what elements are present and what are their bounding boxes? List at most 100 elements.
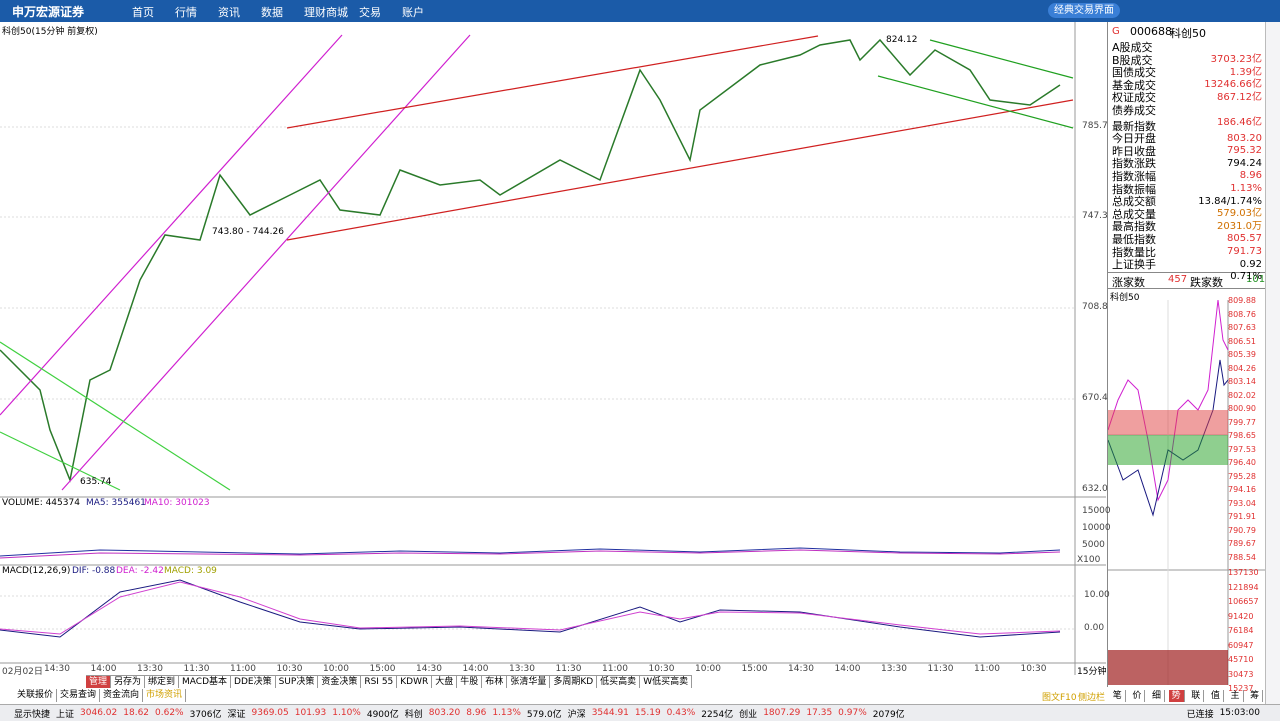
menu-item[interactable]: 资讯: [218, 6, 240, 19]
mini-price-label: 790.79: [1228, 525, 1256, 535]
mini-price-label: 788.54: [1228, 552, 1256, 562]
bottom-tab[interactable]: 市场资讯: [143, 689, 187, 702]
price-axis-label: 708.8: [1082, 302, 1108, 312]
quote-value: 794.24: [1227, 157, 1262, 169]
menu-item[interactable]: 首页: [132, 6, 154, 19]
panel-link[interactable]: 侧边栏: [1078, 693, 1106, 703]
quote-label: 指数涨跌: [1112, 157, 1156, 171]
kline-chart: [0, 22, 1106, 675]
status-item: 1807.29: [763, 708, 801, 718]
indicator-tab[interactable]: 布林: [482, 676, 508, 688]
indicator-tab[interactable]: RSI 55: [361, 676, 398, 688]
mini-tab[interactable]: 联: [1188, 690, 1205, 702]
time-axis-label: 02月02日: [2, 667, 43, 677]
mini-tab[interactable]: 笔: [1110, 690, 1126, 702]
mini-tab[interactable]: 主: [1228, 690, 1244, 702]
indicator-tab[interactable]: SUP决策: [276, 676, 319, 688]
bottom-tab[interactable]: 关联报价: [14, 689, 58, 702]
indicator-tab[interactable]: KDWR: [397, 676, 433, 688]
mini-price-label: 800.90: [1228, 404, 1256, 413]
connection: 已连接: [1186, 709, 1214, 720]
mini-tab[interactable]: 值: [1208, 690, 1224, 702]
quote-row: B股成交 1.39亿: [1112, 54, 1262, 78]
time-axis-label: 14:00: [834, 664, 861, 674]
quote-value: 805.57: [1227, 233, 1262, 245]
quote-value: 803.20: [1227, 132, 1262, 144]
menu-item[interactable]: 数据: [261, 6, 283, 19]
quote-row: 指数量比 0.92: [1112, 245, 1262, 270]
mini-price-label: 809.88: [1228, 296, 1256, 305]
time-axis-label: 10:00: [695, 664, 721, 674]
time-axis-label: 14:30: [416, 664, 442, 674]
status-item: 科创: [404, 709, 423, 720]
quote-label: 昨日收盘: [1112, 144, 1156, 158]
mini-volume-label: 91420: [1228, 611, 1254, 621]
status-item: 8.96: [466, 708, 487, 718]
indicator-tab[interactable]: 绑定到: [145, 676, 180, 688]
time-axis-label: 11:00: [230, 664, 256, 674]
indicator-tab[interactable]: DDE决策: [231, 676, 276, 688]
quote-row: 权证成交: [1112, 92, 1262, 104]
quote-row: 上证换手 0.71%: [1112, 259, 1262, 283]
mini-volume-label: 106657: [1228, 597, 1259, 606]
menu-item[interactable]: 交易: [359, 6, 381, 19]
clock: 15:03:00: [1219, 708, 1260, 718]
up-count: 457: [1168, 274, 1188, 285]
side-toolbar[interactable]: [1265, 22, 1280, 704]
indicator-tab[interactable]: MACD基本: [179, 676, 232, 688]
indicator-tab[interactable]: 低买高卖: [597, 676, 641, 688]
indicator-tab[interactable]: 多周期KD: [550, 676, 598, 688]
quote-label: A股成交: [1112, 41, 1153, 54]
indicator-tab[interactable]: 大盘: [432, 676, 458, 688]
indicator-tab[interactable]: 管理: [86, 676, 112, 688]
quote-value: 3703.23亿: [1210, 54, 1262, 65]
macd-value: MACD: 3.09: [164, 566, 217, 576]
indicator-tab[interactable]: W低买高卖: [640, 676, 693, 688]
quote-row: A股成交 3703.23亿: [1112, 41, 1262, 66]
quote-name: 科创50: [1170, 27, 1206, 40]
mini-volume-label: 121894: [1228, 582, 1259, 592]
mini-tab[interactable]: 势: [1168, 690, 1185, 702]
status-item: 101.93: [294, 708, 327, 718]
indicator-tab[interactable]: 张清华量: [507, 676, 551, 688]
quote-row: 基金成交 867.12亿: [1112, 79, 1262, 103]
indicator-tab[interactable]: 牛股: [457, 676, 483, 688]
mini-tab[interactable]: 细: [1149, 690, 1166, 702]
status-item: 18.62: [123, 708, 150, 718]
quote-row: 总成交额 579.03亿: [1112, 195, 1262, 220]
menu-item[interactable]: 行情: [175, 6, 197, 19]
mini-tab[interactable]: 价: [1129, 690, 1146, 702]
mini-tab[interactable]: 筹: [1247, 690, 1264, 702]
bottom-tabs: 关联报价 交易查询 资金流向 市场资讯: [14, 689, 187, 702]
quote-label: 指数量比: [1112, 245, 1156, 259]
bottom-tab[interactable]: 交易查询: [57, 689, 101, 702]
quote-label: 今日开盘: [1112, 132, 1156, 146]
mini-price-label: 803.14: [1228, 377, 1256, 386]
macd-dea: DEA: -2.42: [116, 566, 164, 576]
classic-button[interactable]: 经典交易界面: [1048, 3, 1120, 18]
annotation: 635.74: [80, 477, 112, 487]
menu-item[interactable]: 理财商城: [304, 6, 348, 19]
quote-label: 总成交额: [1112, 195, 1156, 209]
quote-value: 1.39亿: [1229, 66, 1262, 78]
price-axis-label: 747.3: [1082, 211, 1108, 221]
quote-value: 186.46亿: [1217, 117, 1262, 128]
quote-row: 总成交量 2031.0万: [1112, 208, 1262, 232]
status-item: 579.0亿: [526, 709, 562, 720]
up-label: 涨家数: [1112, 276, 1145, 289]
status-item: 3046.02: [80, 708, 118, 718]
mini-volume-label: 45710: [1228, 655, 1254, 664]
indicator-tab[interactable]: 另存为: [111, 676, 146, 688]
mini-price-label: 793.04: [1228, 498, 1256, 508]
bottom-tab[interactable]: 资金流向: [100, 689, 144, 702]
down-label: 跌家数: [1190, 276, 1223, 289]
mini-price-label: 805.39: [1228, 350, 1256, 359]
panel-link[interactable]: 图文F10: [1042, 693, 1077, 703]
quote-label: 最高指数: [1112, 220, 1156, 234]
mini-volume-label: 15237: [1228, 684, 1254, 693]
volume-unit: X100: [1077, 555, 1101, 565]
menu-item[interactable]: 账户: [402, 6, 424, 19]
indicator-tab[interactable]: 资金决策: [318, 676, 362, 688]
status-item: 9369.05: [251, 708, 289, 718]
